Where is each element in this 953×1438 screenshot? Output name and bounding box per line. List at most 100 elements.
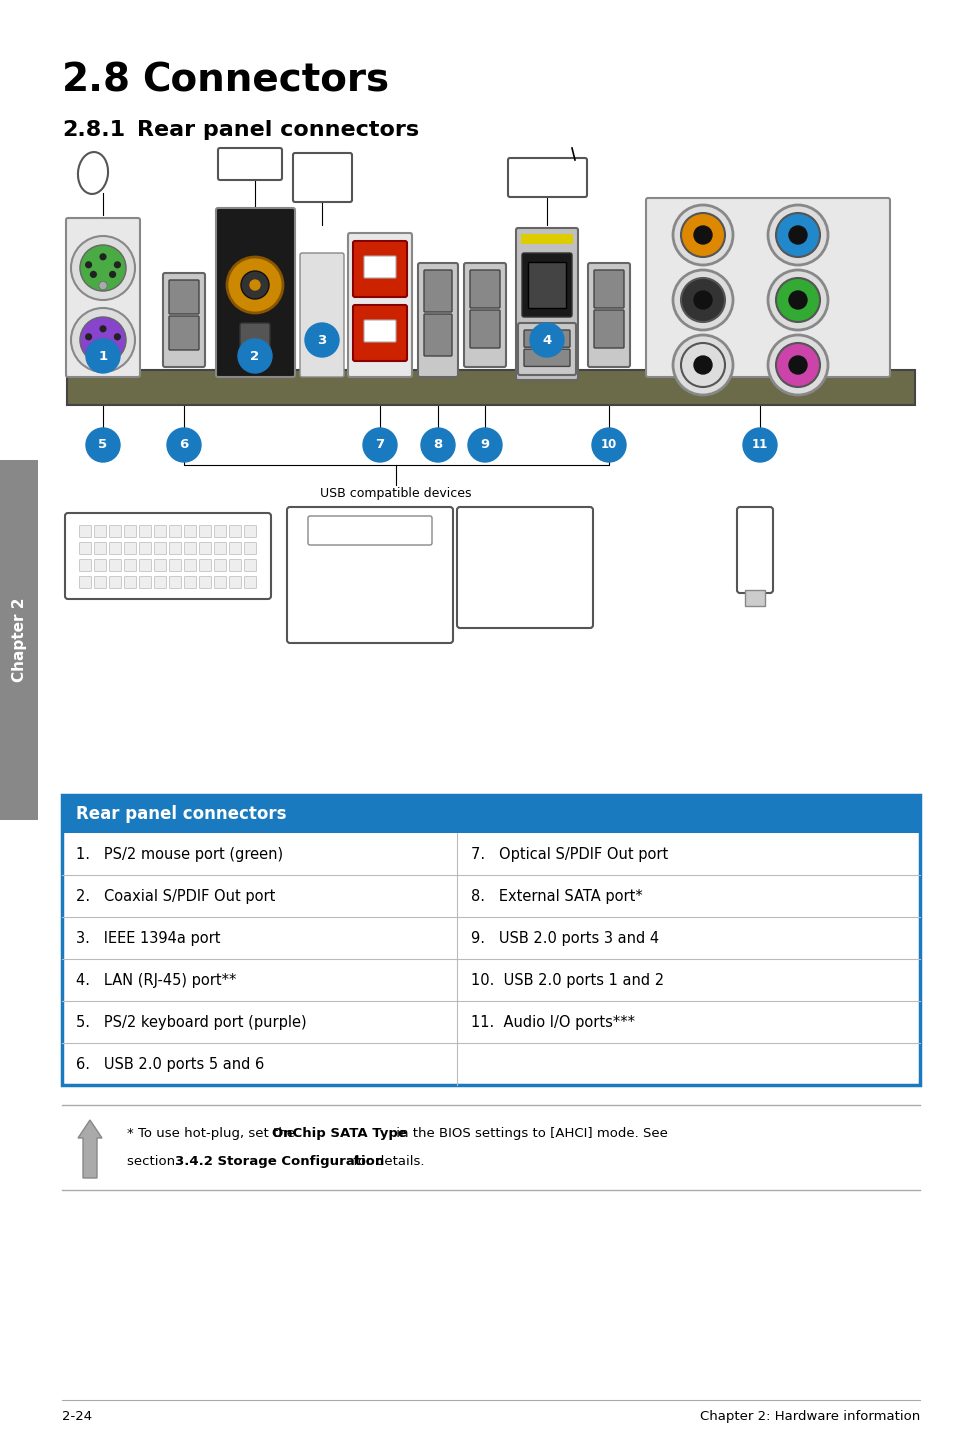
FancyBboxPatch shape — [139, 542, 152, 555]
FancyBboxPatch shape — [230, 542, 241, 555]
FancyBboxPatch shape — [154, 577, 167, 588]
Text: section: section — [127, 1155, 179, 1168]
Text: OnChip SATA Type: OnChip SATA Type — [272, 1127, 406, 1140]
FancyBboxPatch shape — [523, 349, 569, 367]
FancyBboxPatch shape — [348, 233, 412, 377]
Circle shape — [99, 282, 107, 290]
Circle shape — [80, 244, 126, 290]
FancyBboxPatch shape — [170, 577, 181, 588]
FancyBboxPatch shape — [67, 370, 914, 406]
FancyBboxPatch shape — [744, 590, 764, 605]
Text: 6: 6 — [179, 439, 189, 452]
Circle shape — [767, 206, 827, 265]
FancyBboxPatch shape — [110, 577, 121, 588]
Text: 2.8.1: 2.8.1 — [62, 119, 125, 139]
FancyBboxPatch shape — [287, 508, 453, 643]
FancyBboxPatch shape — [65, 513, 271, 600]
Circle shape — [672, 335, 732, 395]
FancyBboxPatch shape — [230, 559, 241, 571]
FancyBboxPatch shape — [66, 219, 140, 377]
FancyBboxPatch shape — [154, 559, 167, 571]
FancyBboxPatch shape — [423, 313, 452, 357]
FancyBboxPatch shape — [214, 577, 226, 588]
FancyBboxPatch shape — [125, 577, 136, 588]
Circle shape — [775, 278, 820, 322]
FancyBboxPatch shape — [353, 305, 407, 361]
FancyBboxPatch shape — [517, 324, 576, 375]
Text: Chapter 2: Hardware information: Chapter 2: Hardware information — [699, 1411, 919, 1424]
Circle shape — [788, 290, 806, 309]
Text: in the BIOS settings to [AHCI] mode. See: in the BIOS settings to [AHCI] mode. See — [392, 1127, 667, 1140]
Text: 9.   USB 2.0 ports 3 and 4: 9. USB 2.0 ports 3 and 4 — [470, 930, 659, 946]
Circle shape — [530, 324, 563, 357]
FancyBboxPatch shape — [94, 525, 107, 538]
Circle shape — [86, 429, 120, 462]
FancyBboxPatch shape — [516, 229, 578, 380]
Circle shape — [100, 255, 106, 260]
Circle shape — [420, 429, 455, 462]
FancyBboxPatch shape — [169, 316, 199, 349]
FancyBboxPatch shape — [244, 577, 256, 588]
Text: 1.   PS/2 mouse port (green): 1. PS/2 mouse port (green) — [76, 847, 283, 861]
FancyBboxPatch shape — [184, 525, 196, 538]
Circle shape — [693, 357, 711, 374]
Text: 11: 11 — [751, 439, 767, 452]
Text: 4: 4 — [542, 334, 551, 347]
Circle shape — [742, 429, 776, 462]
FancyBboxPatch shape — [293, 152, 352, 201]
Text: 10.  USB 2.0 ports 1 and 2: 10. USB 2.0 ports 1 and 2 — [470, 972, 663, 988]
FancyBboxPatch shape — [170, 559, 181, 571]
FancyBboxPatch shape — [125, 525, 136, 538]
Text: 4.   LAN (RJ-45) port**: 4. LAN (RJ-45) port** — [76, 972, 236, 988]
FancyBboxPatch shape — [507, 158, 586, 197]
FancyBboxPatch shape — [170, 542, 181, 555]
FancyBboxPatch shape — [214, 525, 226, 538]
FancyBboxPatch shape — [199, 577, 212, 588]
Text: 9: 9 — [480, 439, 489, 452]
FancyBboxPatch shape — [94, 542, 107, 555]
Circle shape — [167, 429, 201, 462]
FancyBboxPatch shape — [364, 321, 395, 342]
Circle shape — [80, 316, 126, 362]
FancyBboxPatch shape — [94, 559, 107, 571]
Circle shape — [71, 308, 135, 372]
FancyBboxPatch shape — [125, 542, 136, 555]
Circle shape — [91, 344, 96, 349]
Text: 11.  Audio I/O ports***: 11. Audio I/O ports*** — [470, 1014, 634, 1030]
FancyBboxPatch shape — [125, 559, 136, 571]
FancyBboxPatch shape — [79, 559, 91, 571]
FancyBboxPatch shape — [456, 508, 593, 628]
Text: 3.   IEEE 1394a port: 3. IEEE 1394a port — [76, 930, 220, 946]
Text: 6.   USB 2.0 ports 5 and 6: 6. USB 2.0 ports 5 and 6 — [76, 1057, 264, 1071]
FancyBboxPatch shape — [645, 198, 889, 377]
FancyBboxPatch shape — [169, 280, 199, 313]
FancyBboxPatch shape — [139, 577, 152, 588]
FancyBboxPatch shape — [199, 542, 212, 555]
Circle shape — [114, 262, 120, 267]
FancyBboxPatch shape — [240, 324, 270, 357]
Ellipse shape — [78, 152, 108, 194]
FancyArrow shape — [78, 1120, 102, 1178]
Circle shape — [680, 344, 724, 387]
Text: Rear panel connectors: Rear panel connectors — [76, 805, 286, 823]
Circle shape — [227, 257, 283, 313]
FancyBboxPatch shape — [154, 525, 167, 538]
FancyBboxPatch shape — [110, 542, 121, 555]
FancyBboxPatch shape — [184, 542, 196, 555]
FancyBboxPatch shape — [587, 263, 629, 367]
FancyBboxPatch shape — [521, 253, 572, 316]
FancyBboxPatch shape — [218, 148, 282, 180]
Circle shape — [363, 429, 396, 462]
FancyBboxPatch shape — [199, 525, 212, 538]
Text: 2-24: 2-24 — [62, 1411, 92, 1424]
Circle shape — [680, 278, 724, 322]
Circle shape — [693, 226, 711, 244]
FancyBboxPatch shape — [163, 273, 205, 367]
FancyBboxPatch shape — [139, 559, 152, 571]
Text: 5.   PS/2 keyboard port (purple): 5. PS/2 keyboard port (purple) — [76, 1014, 306, 1030]
Circle shape — [71, 236, 135, 301]
FancyBboxPatch shape — [139, 525, 152, 538]
FancyBboxPatch shape — [244, 525, 256, 538]
FancyBboxPatch shape — [184, 577, 196, 588]
FancyBboxPatch shape — [244, 542, 256, 555]
